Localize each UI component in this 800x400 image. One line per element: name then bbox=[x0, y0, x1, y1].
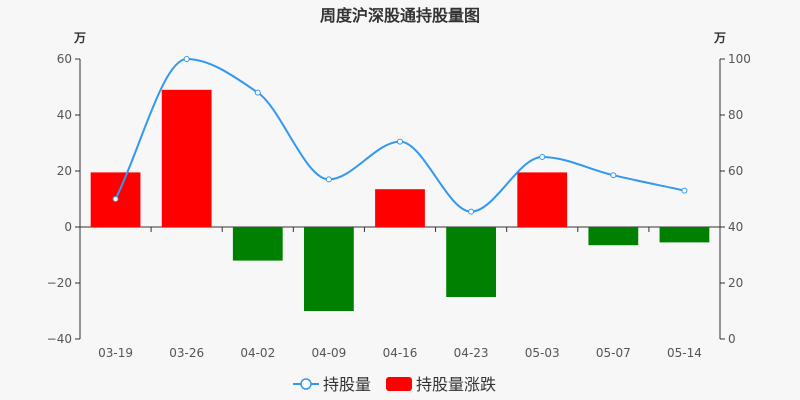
right-axis-tick-label: 100 bbox=[728, 52, 751, 66]
left-axis-tick-label: 60 bbox=[57, 52, 72, 66]
bar bbox=[446, 227, 496, 297]
line-point bbox=[325, 176, 332, 183]
x-axis-tick-label: 04-23 bbox=[454, 346, 489, 360]
x-axis-tick-label: 04-09 bbox=[311, 346, 346, 360]
legend[interactable]: 持股量 持股量涨跌 bbox=[293, 375, 496, 394]
line-point bbox=[112, 196, 119, 202]
x-axis-tick-label: 04-02 bbox=[240, 346, 275, 360]
left-axis-tick-label: −20 bbox=[47, 276, 72, 290]
x-axis: 03-19 03-26 04-02 04-09 04-16 04-23 05-03 05-07… bbox=[79, 226, 721, 360]
legend-label-change: 持股量涨跌 bbox=[416, 375, 496, 394]
legend-item-holding[interactable]: 持股量 bbox=[293, 375, 371, 394]
left-axis-tick-label: 40 bbox=[57, 108, 72, 122]
line-point bbox=[681, 187, 688, 194]
legend-item-change[interactable]: 持股量涨跌 bbox=[386, 375, 496, 394]
right-axis-unit: 万 bbox=[713, 31, 726, 45]
left-axis: −40 −20 0 20 40 60 bbox=[47, 52, 81, 346]
bar bbox=[588, 227, 639, 246]
x-axis-tick-label: 03-26 bbox=[169, 346, 204, 360]
bar bbox=[232, 227, 283, 261]
bar bbox=[659, 227, 710, 243]
legend-label-holding: 持股量 bbox=[323, 375, 371, 394]
left-axis-tick-label: −40 bbox=[47, 332, 72, 346]
line-point bbox=[183, 56, 190, 62]
right-axis-tick-label: 60 bbox=[728, 164, 743, 178]
line-point bbox=[468, 208, 475, 215]
legend-rect-icon bbox=[386, 377, 412, 391]
bar bbox=[375, 189, 425, 227]
line-point bbox=[539, 154, 546, 160]
bar bbox=[304, 227, 354, 311]
left-axis-unit: 万 bbox=[73, 31, 86, 45]
right-axis-tick-label: 20 bbox=[728, 276, 743, 290]
legend-circle-icon bbox=[300, 378, 312, 390]
right-axis: 0 20 40 60 80 100 bbox=[719, 52, 751, 346]
left-axis-tick-label: 20 bbox=[57, 164, 72, 178]
chart-title: 周度沪深股通持股量图 bbox=[320, 6, 480, 25]
x-axis-tick-label: 05-14 bbox=[667, 346, 702, 360]
x-axis-tick-label: 05-07 bbox=[596, 346, 631, 360]
line-series bbox=[112, 56, 688, 215]
right-axis-tick-label: 0 bbox=[728, 332, 736, 346]
line-point bbox=[397, 138, 403, 145]
line-point bbox=[254, 89, 261, 96]
right-axis-tick-label: 80 bbox=[728, 108, 743, 122]
x-axis-tick-label: 03-19 bbox=[98, 346, 133, 360]
bar bbox=[517, 172, 568, 227]
left-axis-tick-label: 0 bbox=[64, 220, 72, 234]
line-point bbox=[610, 172, 617, 179]
x-axis-tick-label: 05-03 bbox=[525, 346, 560, 360]
bar bbox=[161, 89, 212, 227]
right-axis-tick-label: 40 bbox=[728, 220, 743, 234]
x-axis-tick-label: 04-16 bbox=[383, 346, 418, 360]
bar-series bbox=[90, 89, 710, 311]
